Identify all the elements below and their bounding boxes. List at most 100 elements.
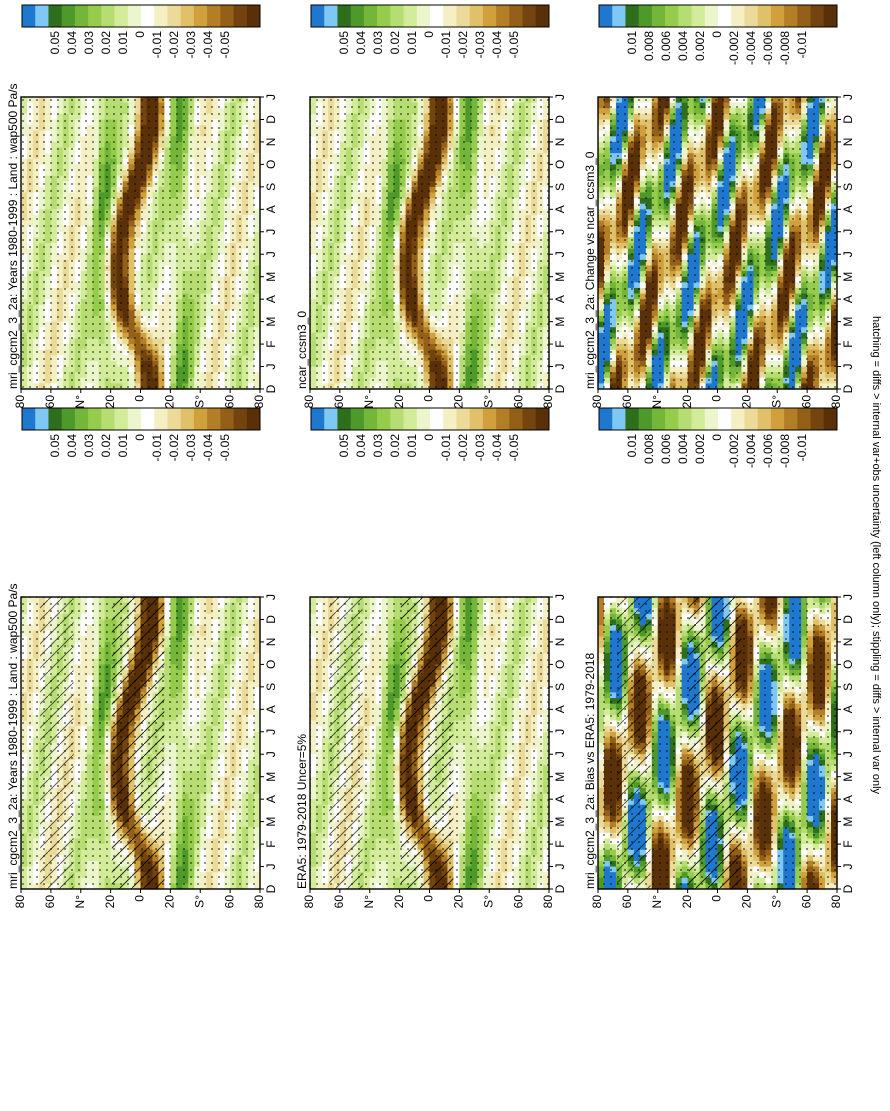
colorbar-swatch <box>247 5 261 27</box>
colorbar-swatch <box>48 408 62 430</box>
y-tick-label: 0 <box>133 895 147 902</box>
colorbar: 0.05 0.04 0.03 0.02 0.01 0 -0.01 -0.02 -0.03 -0.0… <box>22 5 261 58</box>
y-tick-label: S° <box>192 895 206 908</box>
colorbar-label: 0.05 <box>48 434 62 458</box>
y-tick-label: 80 <box>252 895 266 909</box>
colorbar-swatch <box>220 5 234 27</box>
hatching-overlay <box>112 597 165 889</box>
x-tick-label: A <box>264 795 278 803</box>
x-tick-label: F <box>264 340 278 347</box>
colorbar-label: 0 <box>133 31 147 38</box>
colorbar-label: 0.03 <box>82 31 96 55</box>
x-tick-label: J <box>264 594 278 600</box>
y-tick-label: 20 <box>163 895 177 909</box>
colorbar-swatch <box>115 408 129 430</box>
x-tick-label: J <box>264 364 278 370</box>
colorbar-swatch <box>167 5 181 27</box>
colorbar-swatch <box>207 408 221 430</box>
colorbar: 0.05 0.04 0.03 0.02 0.01 0 -0.01 -0.02 -0.03 -0.0… <box>22 408 261 461</box>
colorbar-swatch <box>154 5 168 27</box>
colorbar-label: 0.01 <box>116 31 130 55</box>
colorbar-label: 0.04 <box>65 31 79 55</box>
colorbar-label: -0.01 <box>150 434 164 462</box>
x-tick-label: A <box>264 705 278 713</box>
colorbar-label: -0.02 <box>167 31 181 59</box>
y-tick-label: 60 <box>222 895 236 909</box>
y-tick-label: 0 <box>133 395 147 402</box>
colorbar-label: -0.05 <box>218 434 232 462</box>
colorbar-swatch <box>128 408 142 430</box>
colorbar-label: -0.05 <box>218 31 232 59</box>
colorbar-label: -0.03 <box>184 31 198 59</box>
hatching-overlay <box>40 597 73 889</box>
x-tick-label: S <box>264 183 278 191</box>
colorbar-swatch <box>167 408 181 430</box>
colorbar-swatch <box>62 5 76 27</box>
colorbar-swatch <box>234 5 248 27</box>
colorbar-swatch <box>220 408 234 430</box>
x-tick-label: D <box>264 115 278 124</box>
y-tick-label: 80 <box>13 395 27 409</box>
y-tick-label: 80 <box>252 395 266 409</box>
x-tick-label: J <box>264 864 278 870</box>
colorbar-swatch <box>207 5 221 27</box>
panel-title: mri_cgcm2_3_2a: Years 1980-1999 : Land :… <box>6 583 20 889</box>
colorbar-label: 0 <box>133 434 147 441</box>
colorbar-label: -0.02 <box>167 434 181 462</box>
x-tick-label: O <box>264 660 278 669</box>
y-tick-label: 20 <box>103 395 117 409</box>
x-tick-label: D <box>264 884 278 893</box>
y-tick-label: 20 <box>103 895 117 909</box>
colorbar-swatch <box>141 5 155 27</box>
x-tick-label: J <box>264 251 278 257</box>
x-tick-label: M <box>264 317 278 327</box>
x-tick-label: O <box>264 160 278 169</box>
colorbar-swatch <box>154 408 168 430</box>
colorbar-swatch <box>22 5 36 27</box>
colorbar-swatch <box>75 408 89 430</box>
colorbar-swatch <box>35 5 49 27</box>
colorbar-swatch <box>234 408 248 430</box>
panel-title: mri_cgcm2_3_2a: Years 1980-1999 : Land :… <box>6 83 20 389</box>
y-tick-label: 20 <box>163 395 177 409</box>
colorbar-swatch <box>247 408 261 430</box>
x-tick-label: J <box>264 751 278 757</box>
colorbar-swatch <box>181 5 195 27</box>
colorbar-swatch <box>115 5 129 27</box>
colorbar-label: 0.03 <box>82 434 96 458</box>
x-tick-label: F <box>264 840 278 847</box>
x-tick-label: M <box>264 817 278 827</box>
x-tick-label: A <box>264 295 278 303</box>
colorbar-label: -0.03 <box>184 434 198 462</box>
colorbar-swatch <box>194 408 208 430</box>
colorbar-swatch <box>88 408 102 430</box>
colorbar-label: 0.02 <box>99 434 113 458</box>
y-tick-label: N° <box>73 395 87 409</box>
x-tick-label: N <box>264 138 278 147</box>
colorbar-label: -0.01 <box>150 31 164 59</box>
colorbar-label: -0.04 <box>201 31 215 59</box>
colorbar-label: 0.04 <box>65 434 79 458</box>
colorbar-swatch <box>88 5 102 27</box>
colorbar-swatch <box>128 5 142 27</box>
colorbar-swatch <box>22 408 36 430</box>
y-tick-label: N° <box>73 895 87 909</box>
colorbar-swatch <box>75 5 89 27</box>
colorbar-label: -0.04 <box>201 434 215 462</box>
x-tick-label: S <box>264 683 278 691</box>
panels: D J F M A M J J A S O N D J 80 60 N° 20 0 20 S° 60 80 mri_cgcm2… <box>6 5 855 908</box>
y-tick-label: 60 <box>43 895 57 909</box>
colorbar-swatch <box>141 408 155 430</box>
stippling-overlay <box>21 97 260 389</box>
y-tick-label: 60 <box>222 395 236 409</box>
colorbar-swatch <box>101 408 115 430</box>
colorbar-label: 0.05 <box>48 31 62 55</box>
x-tick-label: D <box>264 615 278 624</box>
x-tick-label: J <box>264 229 278 235</box>
colorbar-swatch <box>48 5 62 27</box>
x-tick-label: J <box>264 729 278 735</box>
colorbar-label: 0.01 <box>116 434 130 458</box>
